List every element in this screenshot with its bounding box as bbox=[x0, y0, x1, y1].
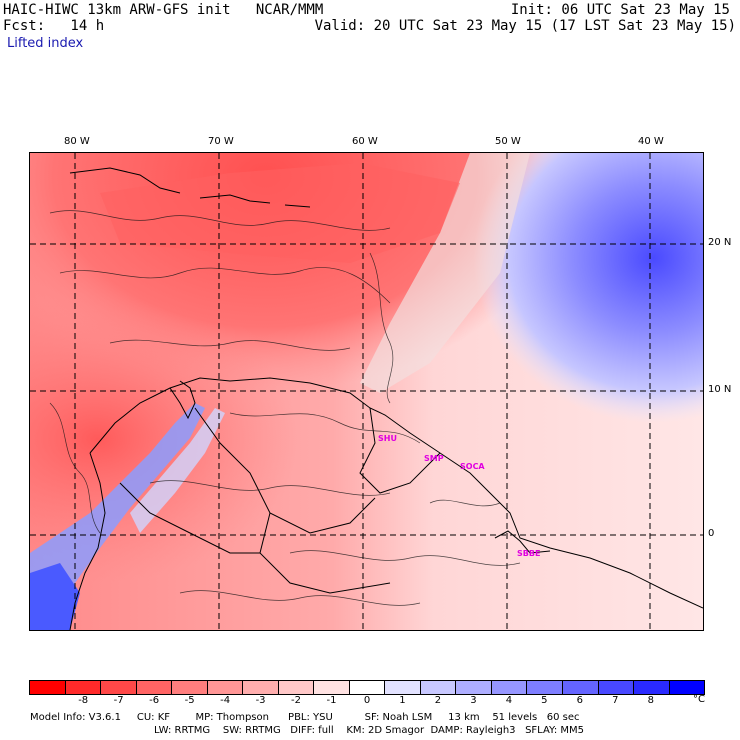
colorbar-swatch bbox=[101, 681, 137, 694]
field-andes-blue bbox=[30, 403, 205, 630]
colorbar-swatch bbox=[456, 681, 492, 694]
contour-3 bbox=[109, 339, 351, 351]
site-label-shu: SHU bbox=[378, 434, 397, 443]
colorbar-tick-label: -1 bbox=[326, 695, 337, 706]
field-name: Lifted index bbox=[7, 36, 84, 51]
model-info-line1: Model Info: V3.6.1 CU: KF MP: Thompson P… bbox=[30, 712, 580, 723]
coast-south-america bbox=[89, 377, 703, 609]
colorbar-tick-label: -5 bbox=[184, 695, 195, 706]
colorbar-tick-label: 7 bbox=[612, 695, 619, 706]
colorbar-tick-label: 8 bbox=[647, 695, 654, 706]
field-pacific-blue bbox=[30, 563, 80, 630]
coastlines bbox=[69, 167, 703, 630]
field-caribbean-red bbox=[100, 163, 460, 263]
lon-label-60w: 60 W bbox=[352, 136, 378, 147]
coast-amazon-mouth bbox=[494, 530, 551, 554]
title-model: HAIC-HIWC 13km ARW-GFS init NCAR/MMM bbox=[3, 2, 324, 18]
colorbar-unit: °C bbox=[693, 694, 705, 705]
contour-4 bbox=[369, 252, 394, 404]
contour-5 bbox=[229, 412, 421, 444]
site-label-sbbe: SBBE bbox=[517, 549, 541, 558]
site-label-smp: SMP bbox=[424, 454, 444, 463]
coast-hispaniola bbox=[199, 194, 271, 204]
colorbar-tick-label: -3 bbox=[255, 695, 266, 706]
colorbar-swatch bbox=[136, 681, 173, 694]
field-atlantic-blue bbox=[375, 153, 703, 453]
colorbar-tick-label: 0 bbox=[363, 695, 371, 706]
lon-label-50w: 50 W bbox=[495, 136, 521, 147]
forecast-hour: Fcst: 14 h bbox=[3, 18, 105, 34]
site-label-soca: SOCA bbox=[460, 462, 485, 471]
coast-maracaibo bbox=[169, 380, 196, 420]
lon-label-40w: 40 W bbox=[638, 136, 664, 147]
colorbar-swatch bbox=[669, 681, 705, 694]
contour-6 bbox=[149, 480, 391, 496]
contour-9 bbox=[429, 499, 501, 507]
field-atlantic-light bbox=[360, 153, 530, 393]
colorbar-swatch bbox=[598, 681, 635, 694]
colorbar-tick-label: 5 bbox=[541, 695, 548, 706]
colorbar-swatch bbox=[314, 681, 350, 694]
colorbar-swatch bbox=[634, 681, 670, 694]
colorbar-swatch bbox=[491, 681, 528, 694]
colorbar-tick-label: -8 bbox=[78, 695, 89, 706]
colorbar-tick-label: 3 bbox=[470, 695, 477, 706]
graticule bbox=[30, 153, 703, 630]
contour-lines bbox=[49, 210, 521, 606]
border-peru bbox=[119, 482, 260, 554]
border-guyana bbox=[359, 407, 441, 494]
lat-label-10n: 10 N bbox=[708, 384, 732, 395]
colorbar-swatch bbox=[349, 681, 386, 694]
coast-puerto-rico bbox=[284, 204, 311, 208]
init-time: Init: 06 UTC Sat 23 May 15 bbox=[510, 2, 730, 18]
colorbar-swatch bbox=[562, 681, 599, 694]
border-brazil bbox=[259, 512, 391, 594]
lat-label-20n: 20 N bbox=[708, 237, 732, 248]
colorbar-tick-label: 4 bbox=[505, 695, 513, 706]
colorbar-swatch bbox=[385, 681, 421, 694]
colorbar-tick-label: -2 bbox=[291, 695, 302, 706]
colorbar-swatch bbox=[420, 681, 457, 694]
valid-time: Valid: 20 UTC Sat 23 May 15 (17 LST Sat … bbox=[314, 18, 736, 34]
lon-label-70w: 70 W bbox=[208, 136, 234, 147]
lifted-index-map: SHU SMP SOCA SBBE bbox=[29, 152, 704, 631]
colorbar-swatch bbox=[172, 681, 208, 694]
field-andes-light bbox=[130, 408, 225, 533]
colorbar-swatch bbox=[65, 681, 102, 694]
contour-1 bbox=[49, 210, 391, 231]
contour-8 bbox=[49, 402, 101, 534]
model-info-line2: LW: RRTMG SW: RRTMG DIFF: full KM: 2D Sm… bbox=[154, 725, 584, 736]
colorbar-tick-label: -7 bbox=[113, 695, 124, 706]
lon-label-80w: 80 W bbox=[64, 136, 90, 147]
colorbar-swatch bbox=[527, 681, 563, 694]
colorbar-swatch bbox=[30, 681, 66, 694]
colorbar-tick-label: 2 bbox=[434, 695, 442, 706]
colorbar-tick-label: -6 bbox=[149, 695, 160, 706]
map-canvas bbox=[30, 153, 703, 630]
colorbar-tick-label: 6 bbox=[576, 695, 584, 706]
contour-2 bbox=[59, 267, 391, 304]
colorbar-swatch bbox=[278, 681, 315, 694]
colorbar-tick-label: -4 bbox=[220, 695, 231, 706]
contour-10 bbox=[179, 590, 421, 606]
colorbar-swatch bbox=[207, 681, 244, 694]
colorbar bbox=[29, 680, 705, 695]
colorbar-tick-label: 1 bbox=[399, 695, 406, 706]
colorbar-swatch bbox=[243, 681, 279, 694]
lat-label-0: 0 bbox=[708, 528, 715, 539]
coast-cuba bbox=[69, 167, 181, 194]
contour-7 bbox=[289, 550, 521, 566]
